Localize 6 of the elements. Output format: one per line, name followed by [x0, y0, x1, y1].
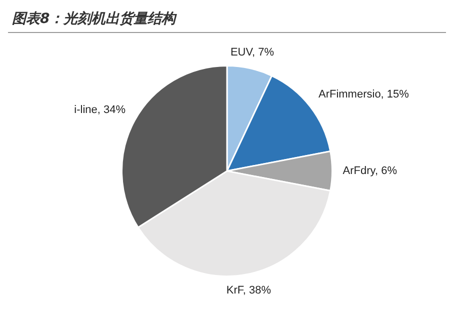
chart-title: 图表8：光刻机出货量结构 [8, 8, 446, 33]
slice-label: EUV, 7% [230, 46, 274, 59]
slice-label: ArFimmersio, 15% [318, 88, 410, 101]
slice-label: i-line, 34% [74, 104, 126, 116]
slice-label: ArFdry, 6% [342, 165, 398, 178]
slice-label: KrF, 38% [226, 284, 272, 296]
